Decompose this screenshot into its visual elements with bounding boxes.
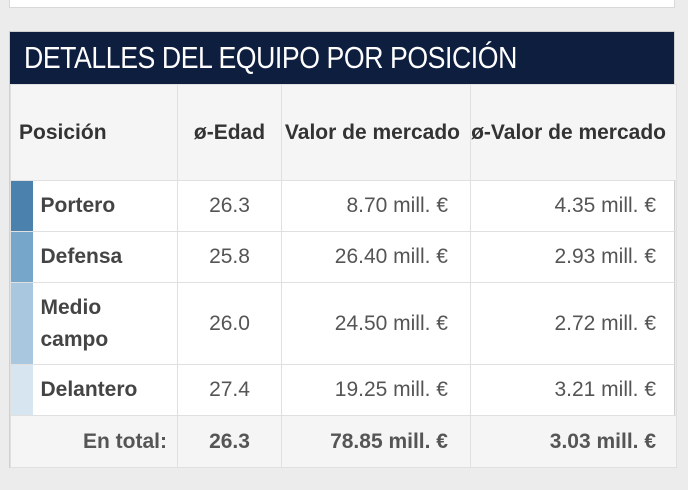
row-market-value: 24.50 mill. € xyxy=(281,282,471,365)
row-position: Medio campo xyxy=(32,282,178,365)
row-avg-age: 26.3 xyxy=(177,180,282,232)
header-avg-age: ø-Edad xyxy=(177,84,282,181)
position-color-marker xyxy=(10,364,33,416)
total-row: En total: 26.3 78.85 mill. € 3.03 mill. … xyxy=(10,415,677,468)
total-label: En total: xyxy=(10,415,178,468)
previous-card-bottom xyxy=(9,0,675,8)
table-row: Portero 26.3 8.70 mill. € 4.35 mill. € xyxy=(10,180,677,232)
header-avg-market-value: ø-Valor de mercado xyxy=(470,84,677,181)
row-position: Defensa xyxy=(32,231,178,283)
table-row: Delantero 27.4 19.25 mill. € 3.21 mill. … xyxy=(10,364,677,416)
header-market-value: Valor de mercado xyxy=(281,84,471,181)
total-avg-market-value: 3.03 mill. € xyxy=(470,415,677,468)
table-row: Defensa 25.8 26.40 mill. € 2.93 mill. € xyxy=(10,231,677,283)
position-color-marker xyxy=(10,282,33,365)
position-details-table: Posición ø-Edad Valor de mercado ø-Valor… xyxy=(10,84,677,468)
row-position: Portero xyxy=(32,180,178,232)
row-market-value: 19.25 mill. € xyxy=(281,364,471,416)
row-position-label: Medio campo xyxy=(40,295,109,351)
total-market-value: 78.85 mill. € xyxy=(281,415,471,468)
table-header-row: Posición ø-Edad Valor de mercado ø-Valor… xyxy=(10,84,677,181)
row-avg-market-value: 2.93 mill. € xyxy=(470,231,677,283)
position-color-marker xyxy=(10,180,33,232)
total-avg-age: 26.3 xyxy=(177,415,282,468)
team-details-card: DETALLES DEL EQUIPO POR POSICIÓN Posició… xyxy=(9,31,677,468)
position-color-marker xyxy=(10,231,33,283)
row-market-value: 8.70 mill. € xyxy=(281,180,471,232)
header-position: Posición xyxy=(10,84,178,181)
row-avg-age: 26.0 xyxy=(177,282,282,365)
row-market-value: 26.40 mill. € xyxy=(281,231,471,283)
row-position: Delantero xyxy=(32,364,178,416)
row-avg-market-value: 4.35 mill. € xyxy=(470,180,677,232)
row-avg-market-value: 2.72 mill. € xyxy=(470,282,677,365)
row-avg-age: 25.8 xyxy=(177,231,282,283)
row-avg-age: 27.4 xyxy=(177,364,282,416)
row-avg-market-value: 3.21 mill. € xyxy=(470,364,677,416)
table-row: Medio campo 26.0 24.50 mill. € 2.72 mill… xyxy=(10,282,677,365)
card-title: DETALLES DEL EQUIPO POR POSICIÓN xyxy=(10,32,674,84)
